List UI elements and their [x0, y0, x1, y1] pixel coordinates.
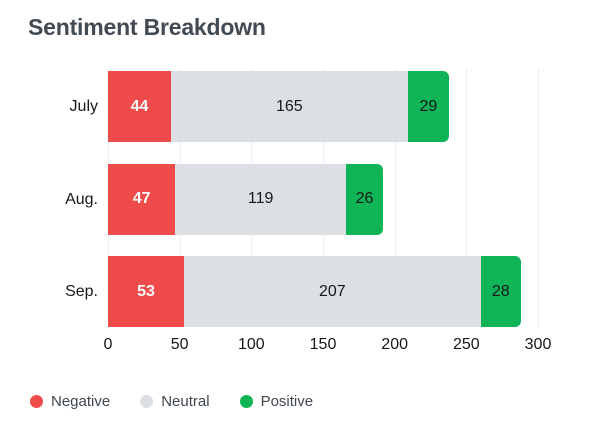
gridline [394, 69, 396, 327]
segment-value-label: 29 [419, 97, 438, 115]
legend-label-positive: Positive [260, 393, 314, 410]
x-tick-label: 200 [381, 336, 408, 353]
chart-title: Sentiment Breakdown [28, 14, 266, 40]
positive-dot-icon [239, 395, 253, 408]
x-tick-label: 150 [309, 336, 337, 353]
bar-segment-neutral: 119 [175, 163, 346, 235]
bar-segment-negative: 53 [108, 256, 184, 327]
legend-item-positive[interactable]: Positive [239, 393, 314, 410]
x-tick-label: 50 [170, 336, 189, 353]
segment-value-label: 207 [318, 282, 346, 300]
gridline [466, 69, 468, 327]
x-tick-label: 100 [237, 336, 265, 353]
bar-segment-positive: 29 [407, 71, 450, 142]
x-tick-label: 300 [524, 336, 552, 353]
segment-value-label: 165 [275, 97, 303, 115]
legend-label-neutral: Neutral [161, 393, 210, 410]
category-label: Sep. [65, 283, 98, 300]
segment-value-label: 47 [132, 190, 151, 207]
segment-value-label: 53 [137, 282, 155, 300]
legend: Negative Neutral Positive [30, 393, 313, 410]
neutral-dot-icon [140, 395, 154, 408]
bar-segment-negative: 47 [108, 163, 176, 235]
segment-value-label: 44 [130, 97, 149, 115]
bar-segment-neutral: 165 [171, 71, 408, 142]
category-label: July [69, 98, 98, 115]
x-tick-label: 250 [452, 336, 480, 353]
bar-segment-positive: 26 [345, 163, 384, 235]
segment-value-label: 28 [491, 282, 510, 300]
segment-value-label: 26 [355, 190, 374, 207]
segment-value-label: 119 [247, 190, 274, 207]
bar-segment-negative: 44 [108, 71, 172, 142]
x-tick-label: 0 [103, 336, 113, 353]
bar-segment-positive: 28 [480, 256, 521, 327]
category-label: Aug. [65, 190, 98, 208]
gridline [538, 69, 539, 327]
legend-label-negative: Negative [51, 393, 111, 410]
negative-dot-icon [30, 395, 43, 408]
legend-item-neutral[interactable]: Neutral [140, 393, 210, 410]
bar-segment-neutral: 207 [183, 256, 481, 327]
legend-item-negative[interactable]: Negative [30, 393, 110, 410]
